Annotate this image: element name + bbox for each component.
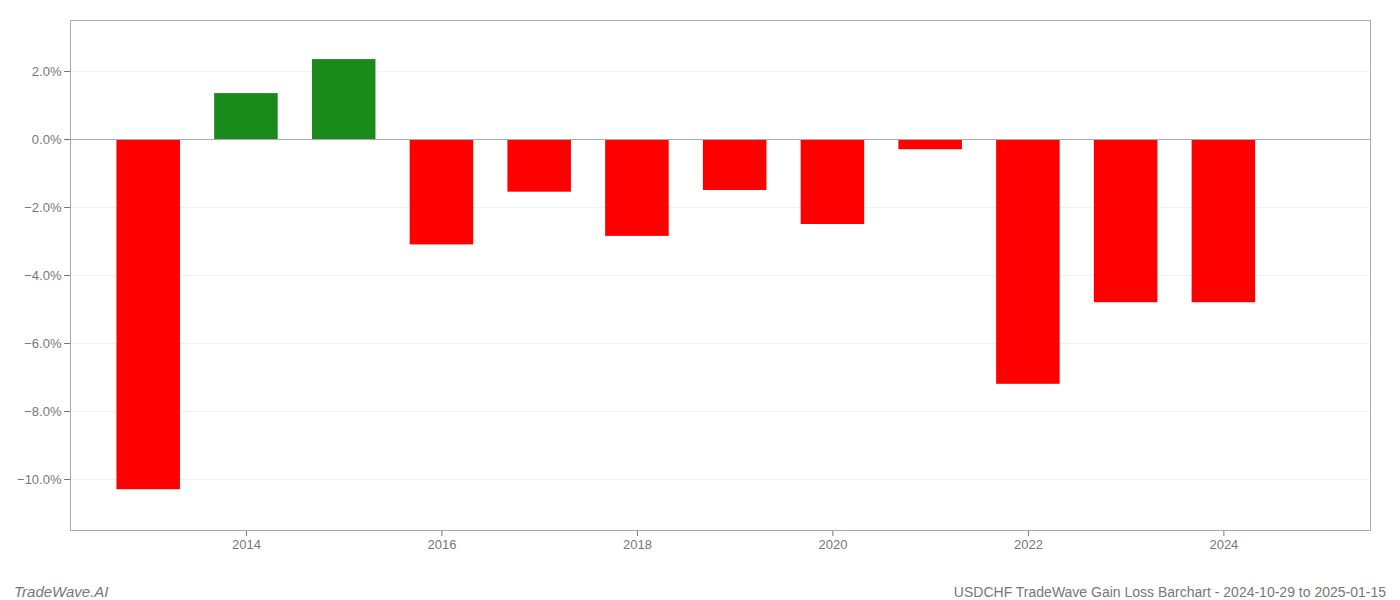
svg-text:2016: 2016: [427, 537, 456, 552]
svg-text:−6.0%: −6.0%: [24, 336, 62, 351]
svg-text:−2.0%: −2.0%: [24, 200, 62, 215]
svg-text:2020: 2020: [818, 537, 847, 552]
svg-text:−8.0%: −8.0%: [24, 404, 62, 419]
svg-text:0.0%: 0.0%: [32, 132, 62, 147]
svg-text:2022: 2022: [1014, 537, 1043, 552]
html-text:USDCHF TradeWave Gain Loss Bar: USDCHF TradeWave Gain Loss Barchart - 20…: [953, 584, 1386, 600]
svg-text:2014: 2014: [232, 537, 261, 552]
html-text:TradeWave.AI: TradeWave.AI: [14, 583, 109, 600]
svg-text:−4.0%: −4.0%: [24, 268, 62, 283]
svg-text:−10.0%: −10.0%: [17, 472, 62, 487]
svg-text:2.0%: 2.0%: [32, 64, 62, 79]
svg-text:2024: 2024: [1209, 537, 1238, 552]
svg-text:2018: 2018: [623, 537, 652, 552]
